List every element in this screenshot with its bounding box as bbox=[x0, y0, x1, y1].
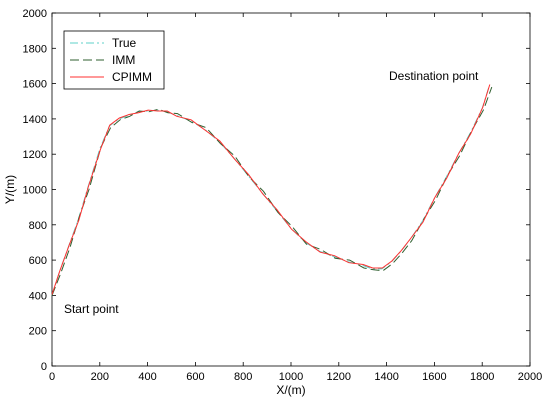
series-line-cpimm bbox=[51, 84, 491, 295]
ticks-layer: 0 200 400 600 800 1000 1200 1400 1600 1800 2000 0 20… bbox=[23, 8, 543, 383]
x-tick-label: 0 bbox=[49, 371, 55, 383]
y-tick-label: 400 bbox=[29, 290, 47, 302]
y-tick-label: 1400 bbox=[23, 114, 47, 126]
x-tick-label: 800 bbox=[234, 371, 252, 383]
y-tick-label: 1000 bbox=[23, 185, 47, 197]
x-axis-label: X/(m) bbox=[276, 383, 305, 397]
x-tick-label: 200 bbox=[91, 371, 109, 383]
x-tick-label: 2000 bbox=[518, 371, 542, 383]
legend-label-imm: IMM bbox=[112, 53, 135, 67]
y-tick-label: 2000 bbox=[23, 8, 47, 20]
y-tick-label: 200 bbox=[29, 326, 47, 338]
start-point-annotation: Start point bbox=[64, 302, 119, 316]
y-tick-label: 1800 bbox=[23, 43, 47, 55]
legend-label-cpimm: CPIMM bbox=[112, 70, 152, 84]
series-layer bbox=[51, 84, 493, 296]
destination-point-annotation: Destination point bbox=[389, 69, 479, 83]
y-tick-label: 600 bbox=[29, 255, 47, 267]
x-tick-label: 600 bbox=[186, 371, 204, 383]
legend-box bbox=[63, 30, 165, 90]
legend: True IMM CPIMM bbox=[63, 30, 165, 90]
y-tick-label: 1600 bbox=[23, 79, 47, 91]
x-tick-label: 1800 bbox=[470, 371, 494, 383]
x-tick-label: 1400 bbox=[374, 371, 398, 383]
y-tick-label: 1200 bbox=[23, 149, 47, 161]
x-tick-label: 400 bbox=[138, 371, 156, 383]
legend-label-true: True bbox=[112, 36, 137, 50]
x-tick-label: 1200 bbox=[327, 371, 351, 383]
x-tick-label: 1600 bbox=[422, 371, 446, 383]
y-axis-label: Y/(m) bbox=[3, 175, 17, 204]
x-tick-label: 1000 bbox=[279, 371, 303, 383]
y-tick-label: 0 bbox=[41, 361, 47, 373]
y-tick-label: 800 bbox=[29, 220, 47, 232]
